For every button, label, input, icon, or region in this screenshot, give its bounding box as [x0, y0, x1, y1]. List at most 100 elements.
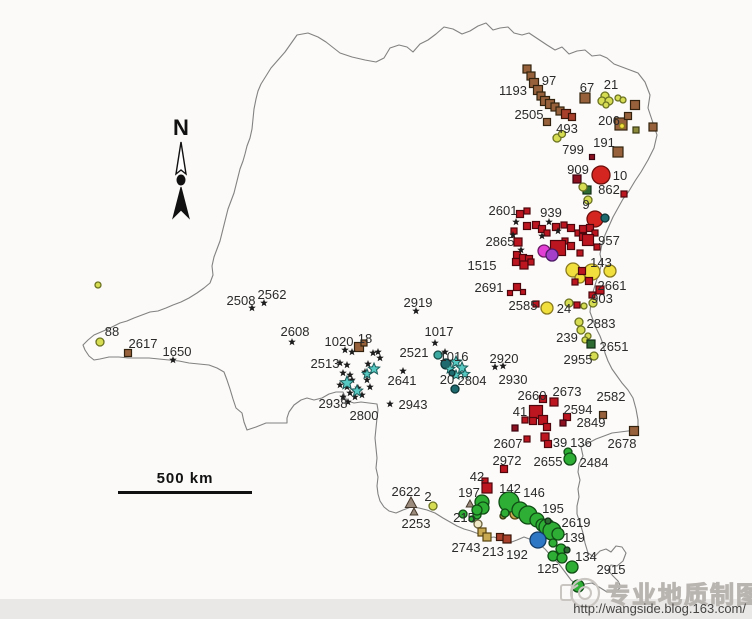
- sample-label: 2608: [281, 324, 310, 339]
- map-symbol-circle: [563, 452, 577, 466]
- map-symbol-circle: [473, 519, 483, 529]
- map-symbol-square: [522, 221, 532, 231]
- map-symbol-circle: [574, 317, 584, 327]
- map-symbol-star-small: [348, 376, 356, 384]
- sample-label: 1650: [163, 344, 192, 359]
- sample-label: 2883: [587, 316, 616, 331]
- map-symbol-star: [360, 367, 374, 380]
- sample-label: 206: [598, 113, 620, 128]
- sample-label: 10: [613, 168, 627, 183]
- sample-label: 2678: [608, 436, 637, 451]
- map-symbol-square: [502, 534, 512, 544]
- sample-label: 146: [523, 485, 545, 500]
- map-symbol-square: [578, 224, 588, 234]
- map-symbol-star-small: [248, 304, 256, 312]
- map-symbol-circle: [557, 129, 567, 139]
- map-symbol-star-small: [336, 381, 344, 389]
- map-symbol-circle: [556, 552, 568, 564]
- map-symbol-star-small: [399, 367, 407, 375]
- map-symbol-square: [588, 291, 596, 299]
- map-symbol-square: [581, 233, 595, 247]
- sample-label: 2915: [597, 562, 626, 577]
- map-symbol-square: [519, 288, 527, 296]
- sample-label: 213: [482, 544, 504, 559]
- map-symbol-star-small: [431, 339, 439, 347]
- sample-label: 125: [537, 561, 559, 576]
- map-symbol-star-small: [491, 363, 499, 371]
- map-symbol-star: [367, 361, 381, 375]
- map-symbol-circle: [548, 538, 558, 548]
- sample-label: 2594: [564, 402, 593, 417]
- map-symbol-square: [543, 439, 553, 449]
- sample-label: 2619: [562, 515, 591, 530]
- map-symbol-circle: [619, 96, 627, 104]
- sample-label: 903: [591, 291, 613, 306]
- sample-label: 18: [358, 331, 372, 346]
- map-symbol-square: [612, 146, 624, 158]
- sample-label: 2919: [404, 295, 433, 310]
- sample-label: 2513: [311, 356, 340, 371]
- map-symbol-star-small: [336, 359, 344, 367]
- map-symbol-square: [571, 278, 579, 286]
- sample-label: 1016: [440, 349, 469, 364]
- map-symbol-square: [523, 207, 531, 215]
- map-symbol-star-small: [346, 389, 354, 397]
- sample-label: 97: [542, 73, 556, 88]
- map-symbol-circle: [471, 504, 483, 516]
- sample-label: 39: [553, 435, 567, 450]
- map-symbol-square: [585, 223, 595, 233]
- map-symbol-square: [566, 241, 576, 251]
- map-symbol-circle: [589, 351, 599, 361]
- sample-label: 2972: [493, 453, 522, 468]
- map-symbol-square: [620, 190, 628, 198]
- sample-label: 21: [604, 77, 618, 92]
- map-symbol-square: [628, 425, 640, 437]
- sample-label: 42: [470, 469, 484, 484]
- sample-label: 2562: [258, 287, 287, 302]
- map-symbol-star-small: [509, 231, 517, 239]
- map-symbol-star-small: [341, 346, 349, 354]
- sample-label: 2253: [402, 516, 431, 531]
- sample-label: 2920: [490, 351, 519, 366]
- map-symbol-circle: [600, 213, 610, 223]
- map-symbol-triangle: [409, 506, 419, 516]
- map-symbol-square: [588, 153, 596, 161]
- scale-bar-line: [118, 491, 252, 494]
- map-symbol-star-small: [545, 218, 553, 226]
- sample-label: 1515: [468, 258, 497, 273]
- map-symbol-square: [572, 174, 582, 184]
- map-symbol-square: [527, 258, 535, 266]
- sample-label: 41: [513, 404, 527, 419]
- sample-label: 939: [540, 205, 562, 220]
- map-symbol-circle: [540, 301, 554, 315]
- map-symbol-square: [477, 527, 487, 537]
- sample-label: 20: [440, 372, 454, 387]
- sample-label: 239: [556, 330, 578, 345]
- sample-label: 2943: [399, 397, 428, 412]
- sample-label: 197: [458, 485, 480, 500]
- map-symbol-circle: [603, 264, 617, 278]
- sample-label: 2484: [580, 455, 609, 470]
- map-symbol-square: [584, 276, 594, 286]
- map-symbol-square: [586, 339, 596, 349]
- watermark-brand: 专业地质制图: [606, 581, 752, 609]
- map-symbol-circle: [578, 182, 588, 192]
- map-symbol-circle: [468, 515, 476, 523]
- map-symbol-star-small: [348, 348, 356, 356]
- map-symbol-star-small: [412, 307, 420, 315]
- map-symbol-star-small: [260, 299, 268, 307]
- map-symbol-star: [449, 354, 463, 368]
- map-symbol-star-small: [386, 400, 394, 408]
- sample-label: 139: [563, 530, 585, 545]
- map-symbol-circle: [544, 517, 552, 525]
- map-symbol-circle: [583, 195, 593, 205]
- map-symbol-square: [593, 243, 601, 251]
- sample-label: 67: [580, 80, 594, 95]
- map-symbol-square: [511, 424, 519, 432]
- map-symbol-star-small: [288, 338, 296, 346]
- sample-label: 2505: [515, 107, 544, 122]
- map-symbol-square: [519, 260, 529, 270]
- map-symbol-square: [560, 221, 568, 229]
- map-symbol-circle: [580, 302, 588, 310]
